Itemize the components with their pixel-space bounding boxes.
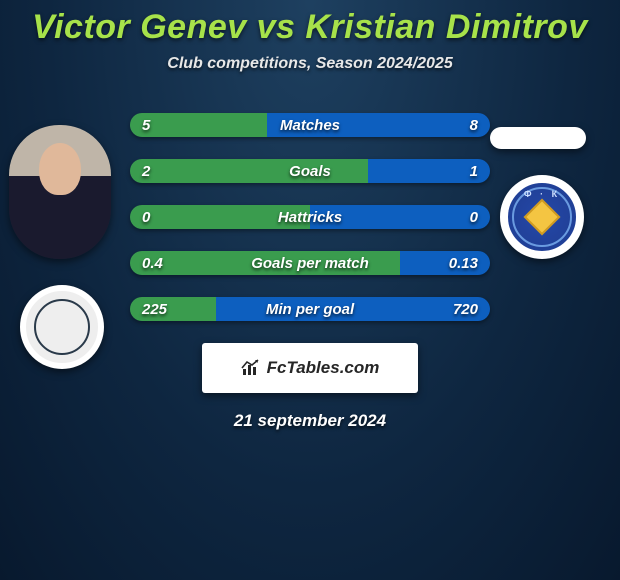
stat-label: Goals [289,163,331,180]
stat-label: Matches [280,117,340,134]
page-title: Victor Genev vs Kristian Dimitrov [0,0,620,47]
brand-badge: FcTables.com [202,343,418,393]
brand-text: FcTables.com [267,358,380,378]
stat-value-left: 225 [142,301,167,318]
stat-row: Min per goal 225 720 [130,297,490,321]
stat-label: Min per goal [266,301,354,318]
stat-value-right: 720 [453,301,478,318]
stat-row: Goals 2 1 [130,159,490,183]
stat-row: Matches 5 8 [130,113,490,137]
stat-value-right: 0 [470,209,478,226]
stat-value-left: 0 [142,209,150,226]
stat-row: Hattricks 0 0 [130,205,490,229]
stat-label: Goals per match [251,255,369,272]
date-text: 21 september 2024 [0,411,620,431]
stat-bar-left [130,159,368,183]
stat-value-right: 1 [470,163,478,180]
stat-value-right: 0.13 [449,255,478,272]
stat-value-left: 0.4 [142,255,163,272]
stat-value-right: 8 [470,117,478,134]
stats-container: Matches 5 8 Goals 2 1 Hattricks 0 0 Goals per mat… [0,113,620,321]
chart-icon [241,359,263,377]
stat-bar-left [130,113,267,137]
stat-label: Hattricks [278,209,342,226]
subtitle: Club competitions, Season 2024/2025 [0,55,620,73]
stat-row: Goals per match 0.4 0.13 [130,251,490,275]
stat-value-left: 2 [142,163,150,180]
stat-value-left: 5 [142,117,150,134]
